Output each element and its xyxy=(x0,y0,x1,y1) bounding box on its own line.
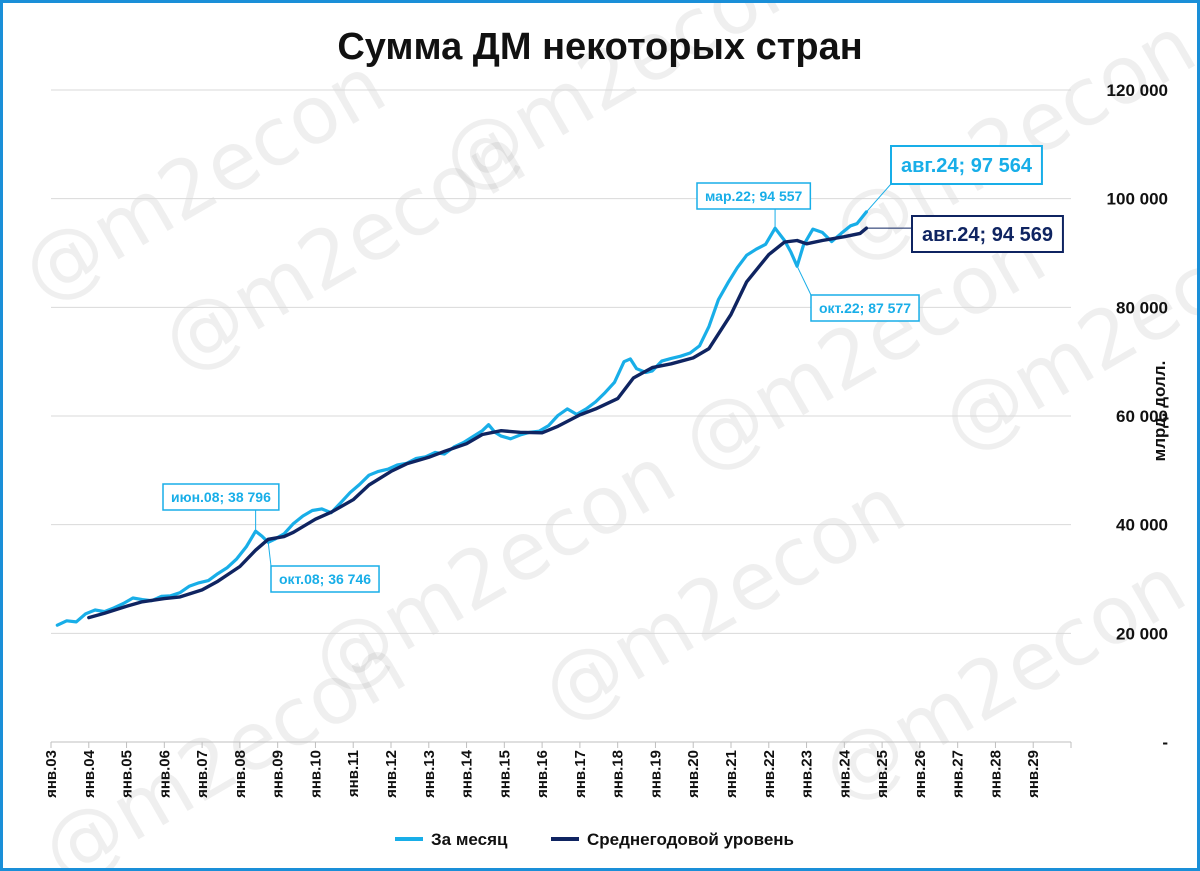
watermark-text: @m2econ xyxy=(26,618,420,868)
y-axis: - 20 000 40 000 60 000 80 000 100 000 120 000 xyxy=(1107,81,1168,752)
y-tick-label: 40 000 xyxy=(1116,516,1168,535)
data-callout: окт.22; 87 577 xyxy=(796,265,920,322)
callout-leader xyxy=(267,542,272,567)
y-tick-label: 120 000 xyxy=(1107,81,1168,100)
y-tick-label: 60 000 xyxy=(1116,407,1168,426)
callout-text: окт.08; 36 746 xyxy=(279,571,371,587)
x-tick-label: янв.21 xyxy=(723,750,740,798)
y-tick-label: 20 000 xyxy=(1116,624,1168,643)
y-tick-label: 80 000 xyxy=(1116,298,1168,317)
x-tick-label: янв.03 xyxy=(43,750,60,798)
annotation-layer: июн.08; 38 796 окт.08; 36 746 мар.22; 94 5… xyxy=(162,145,1064,593)
data-callout: июн.08; 38 796 xyxy=(162,483,280,532)
y-axis-label: млрд. долл. xyxy=(1150,361,1169,462)
x-tick-label: янв.17 xyxy=(572,750,589,798)
legend-label: Среднегодовой уровень xyxy=(587,830,794,849)
callout-leader xyxy=(796,265,812,296)
grid-lines xyxy=(51,89,1071,634)
x-tick-label: янв.28 xyxy=(987,750,1004,798)
x-tick-label: янв.09 xyxy=(270,750,287,798)
chart-canvas: @m2econ@m2econ@m2econ@m2econ@m2econ@m2ec… xyxy=(6,3,1197,868)
series-line-1 xyxy=(55,210,868,627)
callout-box xyxy=(911,215,1064,253)
x-tick-label: янв.05 xyxy=(119,750,136,798)
callout-box xyxy=(270,565,380,593)
x-tick-label: янв.08 xyxy=(232,750,249,798)
callout-box xyxy=(810,294,920,322)
x-tick-label: янв.07 xyxy=(194,750,211,798)
legend: За месяц Среднегодовой уровень xyxy=(395,830,794,849)
x-tick-label: янв.18 xyxy=(610,750,627,798)
legend-item-1: За месяц xyxy=(395,830,508,849)
x-tick-label: янв.15 xyxy=(496,750,513,798)
x-tick-label: янв.06 xyxy=(156,750,173,798)
chart-title: Сумма ДМ некоторых стран xyxy=(337,26,862,68)
x-tick-label: янв.27 xyxy=(950,750,967,798)
y-tick-label: 100 000 xyxy=(1107,190,1168,209)
callout-leader xyxy=(865,183,892,213)
x-axis: янв.03 янв.04 янв.05 янв.06 янв.07 янв.08 янв.… xyxy=(43,741,1072,798)
series-layer xyxy=(55,210,869,627)
x-tick-label: янв.13 xyxy=(421,750,438,798)
x-tick-label: янв.29 xyxy=(1025,750,1042,798)
x-tick-label: янв.20 xyxy=(685,750,702,798)
legend-label: За месяц xyxy=(431,830,508,849)
data-callout: мар.22; 94 557 xyxy=(696,182,812,229)
callout-text: авг.24; 94 569 xyxy=(922,224,1053,246)
data-callout: авг.24; 94 569 xyxy=(866,215,1064,253)
legend-item-2: Среднегодовой уровень xyxy=(551,830,794,849)
callout-text: июн.08; 38 796 xyxy=(171,489,271,505)
x-tick-label: янв.14 xyxy=(459,749,476,798)
callout-box xyxy=(890,145,1043,185)
x-tick-label: янв.24 xyxy=(836,749,853,798)
x-tick-label: янв.22 xyxy=(761,750,778,798)
data-callout: авг.24; 97 564 xyxy=(865,145,1043,213)
callout-text: авг.24; 97 564 xyxy=(901,155,1033,177)
x-tick-label: янв.16 xyxy=(534,750,551,798)
x-tick-label: янв.25 xyxy=(874,750,891,798)
x-tick-label: янв.12 xyxy=(383,750,400,798)
callout-text: окт.22; 87 577 xyxy=(819,300,911,316)
data-callout: окт.08; 36 746 xyxy=(267,542,380,593)
x-tick-label: янв.04 xyxy=(81,749,98,798)
x-tick-label: янв.26 xyxy=(912,750,929,798)
watermark-layer: @m2econ@m2econ@m2econ@m2econ@m2econ@m2ec… xyxy=(6,3,1197,868)
x-tick-label: янв.10 xyxy=(307,750,324,798)
series-line-2 xyxy=(87,226,869,620)
x-tick-label: янв.23 xyxy=(799,750,816,798)
x-tick-label: янв.19 xyxy=(647,750,664,798)
callout-box xyxy=(696,182,812,210)
x-tick-label: янв.11 xyxy=(345,750,362,797)
callout-box xyxy=(162,483,280,511)
y-tick-label: - xyxy=(1162,733,1168,752)
callout-text: мар.22; 94 557 xyxy=(705,188,803,204)
